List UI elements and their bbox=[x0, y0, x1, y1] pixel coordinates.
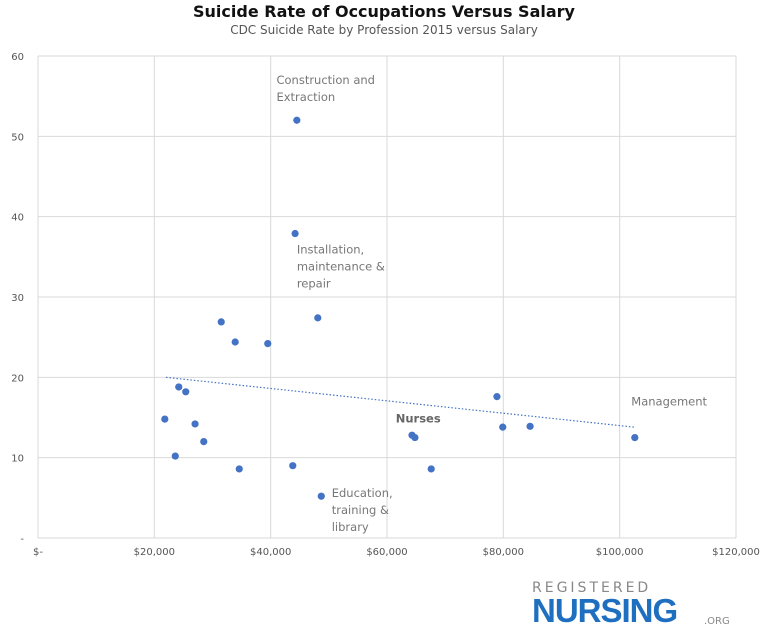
annotation-label: Education, training & library bbox=[332, 486, 393, 534]
x-tick-label: $60,000 bbox=[366, 547, 407, 558]
data-point bbox=[171, 452, 179, 460]
chart-title: Suicide Rate of Occupations Versus Salar… bbox=[193, 2, 575, 21]
y-tick-label: - bbox=[20, 534, 24, 545]
annotation-line: Education, bbox=[332, 486, 393, 500]
logo-suffix-text: .ORG bbox=[704, 616, 730, 627]
x-tick-label: $80,000 bbox=[483, 547, 524, 558]
data-point bbox=[200, 438, 208, 446]
x-tick-label: $20,000 bbox=[134, 547, 175, 558]
y-tick-label: 40 bbox=[11, 213, 24, 224]
y-tick-label: 10 bbox=[11, 454, 24, 465]
annotation-line: library bbox=[332, 520, 369, 534]
y-tick-label: 50 bbox=[11, 132, 24, 143]
x-tick-label: $100,000 bbox=[596, 547, 644, 558]
data-point bbox=[182, 388, 190, 396]
data-point bbox=[493, 393, 501, 401]
data-point bbox=[317, 492, 325, 500]
annotation-label: Nurses bbox=[396, 411, 441, 425]
data-point bbox=[631, 433, 639, 442]
chart-subtitle: CDC Suicide Rate by Profession 2015 vers… bbox=[230, 23, 538, 37]
data-point bbox=[411, 433, 419, 442]
data-point bbox=[291, 229, 299, 238]
annotation-line: Nurses bbox=[396, 411, 441, 425]
annotation-label: Installation, maintenance & repair bbox=[297, 243, 385, 291]
data-point bbox=[217, 318, 225, 326]
data-point bbox=[314, 314, 322, 322]
annotation-line: Construction and bbox=[276, 73, 375, 87]
logo-main-text: NURSING bbox=[532, 592, 678, 629]
y-tick-label: 60 bbox=[11, 52, 24, 63]
data-point bbox=[499, 423, 507, 431]
data-point bbox=[289, 462, 297, 470]
annotation-line: training & bbox=[332, 503, 389, 517]
y-tick-label: 30 bbox=[11, 293, 24, 304]
annotation-label: Management bbox=[631, 394, 707, 408]
x-tick-label: $120,000 bbox=[712, 547, 760, 558]
annotation-line: Management bbox=[631, 394, 707, 408]
data-point bbox=[264, 339, 272, 348]
annotation-label: Construction and Extraction bbox=[276, 73, 375, 104]
data-point bbox=[293, 116, 301, 124]
annotation-line: repair bbox=[297, 277, 331, 291]
data-point bbox=[191, 420, 199, 428]
data-point bbox=[231, 338, 239, 346]
logo-top-text: REGISTERED bbox=[532, 580, 652, 596]
data-point bbox=[175, 383, 183, 391]
x-tick-label: $- bbox=[33, 547, 43, 558]
y-tick-label: 20 bbox=[11, 373, 24, 384]
annotation-line: maintenance & bbox=[297, 260, 385, 274]
data-point bbox=[526, 422, 534, 430]
data-point bbox=[161, 415, 169, 423]
annotation-line: Installation, bbox=[297, 243, 364, 257]
registered-nursing-logo: REGISTERED NURSING .ORG bbox=[532, 580, 742, 632]
data-point bbox=[235, 465, 243, 473]
annotation-line: Extraction bbox=[276, 90, 335, 104]
x-tick-label: $40,000 bbox=[250, 547, 291, 558]
data-point bbox=[427, 465, 435, 473]
trendline bbox=[165, 376, 635, 428]
